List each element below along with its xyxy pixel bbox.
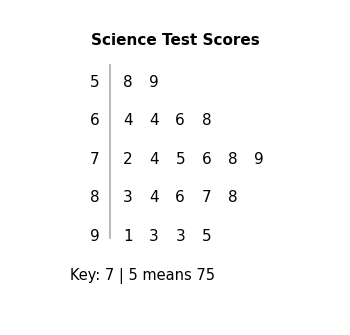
Text: 4: 4 xyxy=(149,190,159,205)
Text: 1: 1 xyxy=(123,229,133,244)
Text: 5: 5 xyxy=(90,75,99,89)
Text: 2: 2 xyxy=(123,152,133,166)
Text: 9: 9 xyxy=(149,75,159,89)
Text: 7: 7 xyxy=(202,190,211,205)
Text: 8: 8 xyxy=(228,152,238,166)
Text: 6: 6 xyxy=(175,190,185,205)
Text: 3: 3 xyxy=(123,190,133,205)
Text: Key: 7 | 5 means 75: Key: 7 | 5 means 75 xyxy=(70,268,215,284)
Text: 9: 9 xyxy=(90,229,99,244)
Text: 3: 3 xyxy=(175,229,185,244)
Text: 7: 7 xyxy=(90,152,99,166)
Text: 4: 4 xyxy=(149,152,159,166)
Text: 6: 6 xyxy=(90,113,99,128)
Text: 8: 8 xyxy=(90,190,99,205)
Text: 5: 5 xyxy=(202,229,211,244)
Text: 6: 6 xyxy=(202,152,211,166)
Text: 4: 4 xyxy=(123,113,133,128)
Text: 8: 8 xyxy=(202,113,211,128)
Text: 3: 3 xyxy=(149,229,159,244)
Text: 5: 5 xyxy=(175,152,185,166)
Text: 9: 9 xyxy=(254,152,264,166)
Text: 6: 6 xyxy=(175,113,185,128)
Text: 8: 8 xyxy=(228,190,238,205)
Text: 8: 8 xyxy=(123,75,133,89)
Text: Science Test Scores: Science Test Scores xyxy=(91,33,259,48)
Text: 4: 4 xyxy=(149,113,159,128)
